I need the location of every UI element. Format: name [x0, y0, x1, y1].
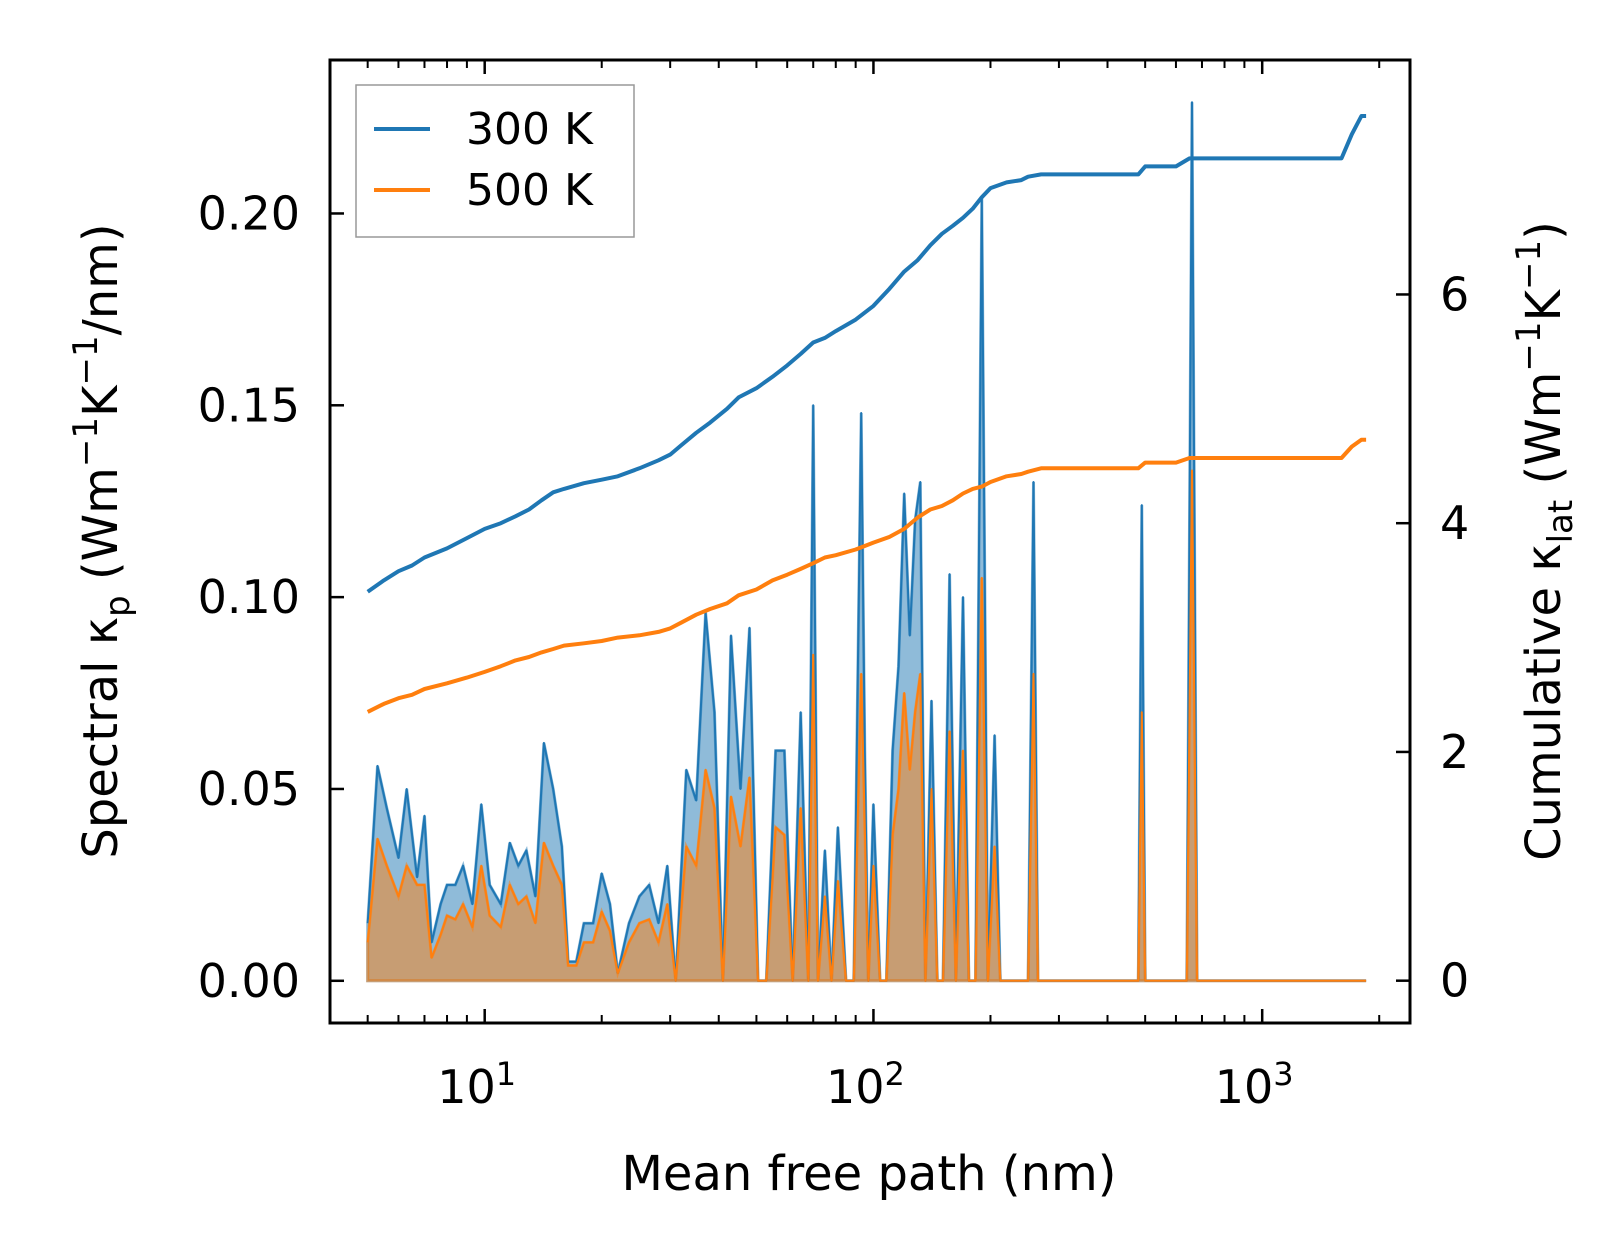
legend-label-300k: 300 K — [466, 104, 594, 155]
left-y-tick-label: 0.10 — [198, 570, 300, 624]
x-tick-label-base: 10 — [437, 1060, 496, 1114]
axis-title-part: Cumulative κ — [1516, 543, 1572, 861]
axis-title-part: −1 — [66, 335, 106, 385]
left-y-tick-label: 0.15 — [198, 378, 300, 432]
left-y-axis-title: Spectral κp (Wm−1K−1/nm) — [66, 223, 138, 858]
x-tick-label-exponent: 3 — [1273, 1055, 1293, 1093]
cumulative-line-300k — [366, 114, 1367, 594]
legend-label-500k: 500 K — [466, 165, 594, 216]
left-y-tick-label: 0.00 — [198, 954, 300, 1008]
plot-area — [366, 101, 1367, 983]
spectral-lines — [366, 101, 1367, 982]
x-tick-label-exponent: 2 — [885, 1055, 905, 1093]
cumulative-lines — [366, 114, 1367, 714]
legend-box — [355, 84, 635, 238]
x-tick-label: 101 — [437, 1055, 516, 1114]
axis-title-part: K — [73, 384, 129, 417]
spectral-line-500k — [366, 469, 1367, 982]
axis-title-part: p — [98, 595, 138, 617]
left-y-tick-label: 0.20 — [198, 186, 300, 240]
right-y-tick-label: 6 — [1440, 267, 1469, 321]
axis-title-part: −1 — [1509, 240, 1549, 290]
axis-title-part: lat — [1541, 500, 1581, 544]
x-tick-label-exponent: 1 — [496, 1055, 516, 1093]
right-y-tick-label: 0 — [1440, 954, 1469, 1008]
right-y-tick-label: 2 — [1440, 725, 1469, 779]
axis-title-part: Spectral κ — [73, 617, 129, 859]
x-axis-title: Mean free path (nm) — [622, 1146, 1117, 1202]
axis-title-part: K — [1516, 288, 1572, 321]
right-y-tick-label: 4 — [1440, 496, 1469, 550]
axis-title-part: /nm) — [73, 223, 129, 335]
axis-title-part: −1 — [66, 417, 106, 467]
spectral-line-300k — [366, 101, 1367, 982]
legend: 300 K 500 K — [355, 84, 635, 238]
axis-title-part: (Wm — [1516, 372, 1572, 500]
x-tick-label: 103 — [1215, 1055, 1294, 1114]
axis-title-part: ) — [1516, 221, 1572, 240]
x-tick-label: 102 — [826, 1055, 905, 1114]
axis-title-part: (Wm — [73, 467, 129, 595]
cumulative-line-500k — [366, 437, 1367, 714]
axis-title-part: −1 — [1509, 321, 1549, 371]
x-tick-label-base: 10 — [1215, 1060, 1274, 1114]
x-tick-label-base: 10 — [826, 1060, 885, 1114]
right-y-axis-title: Cumulative κlat (Wm−1K−1) — [1509, 221, 1581, 861]
left-y-tick-label: 0.05 — [198, 762, 300, 816]
plot-frame — [328, 58, 1412, 1025]
